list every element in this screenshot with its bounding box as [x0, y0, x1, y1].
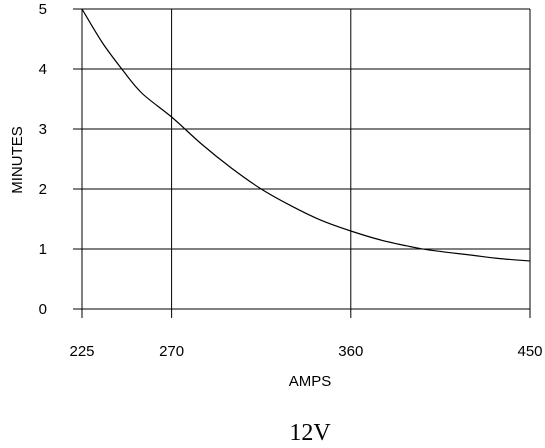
y-tick-label: 5 — [39, 1, 47, 18]
y-tick-label: 2 — [39, 181, 47, 198]
x-tick-label: 270 — [159, 343, 184, 360]
series-line — [81, 8, 531, 262]
series-layer — [81, 8, 531, 262]
x-tick-label: 225 — [69, 343, 94, 360]
x-axis-label: AMPS — [289, 373, 332, 390]
y-axis-label: MINUTES — [9, 126, 26, 194]
y-tick-label: 0 — [39, 301, 47, 318]
y-tick-label: 4 — [39, 61, 47, 78]
x-tick-label: 360 — [338, 343, 363, 360]
grid — [73, 8, 531, 318]
chart-caption: 12V — [289, 420, 331, 446]
tick-labels: 0 1 2 3 4 5 225 270 360 450 — [39, 1, 543, 360]
y-tick-label: 1 — [39, 241, 47, 258]
x-tick-label: 450 — [517, 343, 542, 360]
y-tick-label: 3 — [39, 121, 47, 138]
plot-area — [81, 9, 530, 310]
